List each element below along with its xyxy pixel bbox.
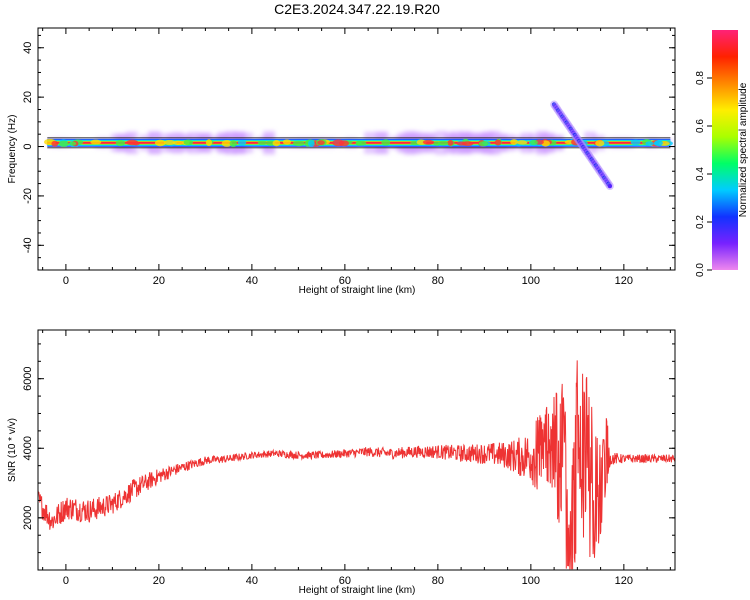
spectrogram-band-blob (115, 139, 126, 147)
spectrogram-band-blob (317, 140, 325, 146)
spectrogram-x-ticks: 0 20 40 60 80 100 120 (42, 28, 671, 287)
spectrogram-x-tick-label: 100 (522, 275, 540, 287)
spectrogram-y-tick-label: 0 (22, 143, 34, 149)
spectrogram-y-tick-label: 40 (22, 42, 34, 54)
spectrogram-y-axis-label: Frequency (Hz) (7, 115, 18, 184)
snr-x-tick-label: 120 (615, 575, 633, 587)
spectrogram-band-blob (381, 139, 391, 146)
spectrogram-band-blob (422, 139, 435, 145)
spectrogram-band-blob (447, 140, 454, 146)
colorbar-tick-label: 0.4 (695, 167, 706, 181)
spectrogram-band-blob (332, 139, 345, 147)
spectrogram-band-blob (163, 139, 176, 146)
snr-x-tick-label: 60 (339, 575, 351, 587)
spectrogram-band-blob (478, 141, 489, 147)
spectrogram-band-blob (51, 140, 59, 147)
spectrogram-band-blob (461, 141, 474, 147)
snr-frame (37, 329, 676, 571)
spectrogram-y-tick-label: -20 (22, 188, 34, 204)
colorbar-gradient (712, 30, 738, 270)
spectrogram-content (44, 100, 674, 191)
snr-series-line (38, 360, 675, 570)
spectrogram-band-blob (229, 140, 237, 148)
spectrogram-panel: 0 20 40 60 80 100 120 -40 -20 0 20 40 Height of st… (7, 27, 676, 296)
spectrogram-band-blob (272, 140, 281, 147)
snr-y-ticks: 2000 4000 6000 (22, 343, 675, 571)
spectrogram-band-blob (645, 141, 654, 146)
spectrogram-band-blob (221, 140, 233, 147)
snr-y-axis-label: SNR (10 * v/v) (7, 418, 18, 482)
spectrogram-band-blob (126, 139, 139, 146)
spectrogram-band-blob (510, 139, 518, 145)
snr-y-tick-label: 2000 (22, 506, 34, 530)
spectrogram-x-tick-label: 60 (339, 275, 351, 287)
tone-point (607, 183, 613, 189)
spectrogram-band-blob (494, 139, 502, 146)
figure-title: C2E3.2024.347.22.19.R20 (274, 1, 440, 17)
spectrogram-band-blob (437, 140, 449, 146)
spectrogram-band-blob (205, 139, 213, 147)
snr-x-ticks: 0 20 40 60 80 100 120 (42, 330, 671, 587)
spectrogram-band-blob (90, 139, 102, 145)
spectrogram-band-blob (516, 140, 528, 145)
snr-x-tick-label: 0 (63, 575, 69, 587)
colorbar-tick-label: 0.0 (695, 263, 706, 277)
spectrogram-band-blob (595, 140, 605, 147)
snr-y-tick-label: 6000 (22, 366, 34, 390)
spectrogram-band-blob (355, 140, 362, 146)
colorbar: 0.0 0.2 0.4 0.6 0.8 Normalized spectral ampl… (695, 30, 749, 277)
spectrogram-band-blob (307, 140, 315, 147)
spectrogram-x-tick-label: 80 (432, 275, 444, 287)
snr-panel: 0 20 40 60 80 100 120 2000 4000 6000 Height of s… (7, 329, 676, 596)
spectrogram-x-axis-label: Height of straight line (km) (299, 285, 416, 296)
snr-y-tick-label: 4000 (22, 436, 34, 460)
spectrogram-y-tick-label: 20 (22, 91, 34, 103)
spectrogram-x-tick-label: 40 (246, 275, 258, 287)
colorbar-label: Normalized spectral amplitude (738, 82, 749, 217)
spectrogram-y-ticks: -40 -20 0 20 40 (22, 34, 675, 271)
spectrogram-band-blob (654, 140, 663, 146)
colorbar-tick-label: 0.2 (695, 215, 706, 229)
spectrogram-band-blob (257, 140, 267, 145)
spectrogram-x-tick-label: 120 (615, 275, 633, 287)
spectrogram-band-blob (69, 141, 77, 146)
colorbar-ticks: 0.0 0.2 0.4 0.6 0.8 (695, 71, 712, 277)
spectrogram-band-blob (237, 139, 247, 146)
snr-x-tick-label: 20 (153, 575, 165, 587)
spectrogram-descending-tone (550, 100, 614, 191)
spectrogram-frame (37, 27, 676, 271)
spectrogram-band-blob (183, 139, 194, 146)
spectrogram-band-blob (630, 139, 641, 145)
colorbar-tick-label: 0.8 (695, 71, 706, 85)
snr-x-tick-label: 40 (246, 575, 258, 587)
snr-content (38, 360, 675, 570)
spectrogram-band-blob (172, 140, 184, 145)
spectrogram-band-blob (282, 139, 292, 145)
spectrogram-x-tick-label: 20 (153, 275, 165, 287)
spectrogram-band-blob (154, 139, 166, 147)
snr-x-axis-label: Height of straight line (km) (299, 585, 416, 596)
snr-x-tick-label: 80 (432, 575, 444, 587)
spectrogram-y-tick-label: -40 (22, 237, 34, 253)
snr-x-tick-label: 100 (522, 575, 540, 587)
spectrogram-band-blob (58, 140, 69, 147)
colorbar-tick-label: 0.6 (695, 119, 706, 133)
spectrogram-x-tick-label: 0 (63, 275, 69, 287)
spectrogram-band-blob (529, 139, 538, 146)
spectrogram-band-blob (292, 140, 305, 147)
